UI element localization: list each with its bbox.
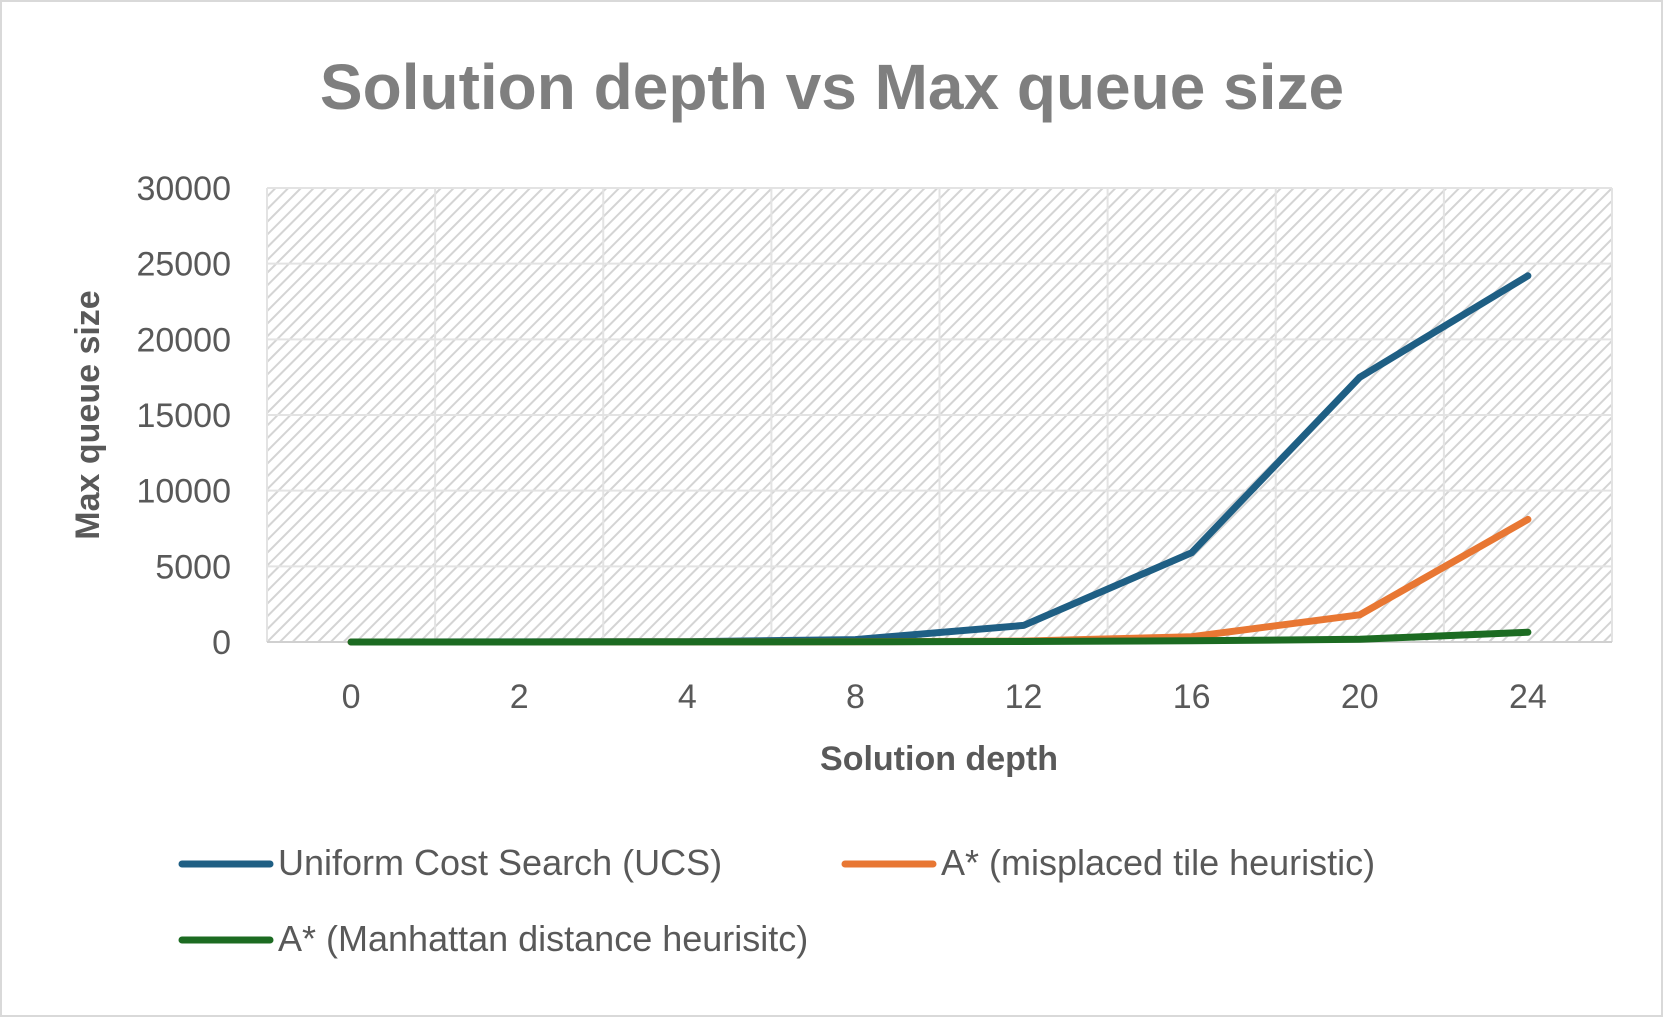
y-tick-label: 25000: [136, 246, 231, 284]
y-tick-label: 15000: [136, 397, 231, 435]
x-tick-label: 16: [1173, 678, 1211, 716]
legend: Uniform Cost Search (UCS) A* (misplaced t…: [178, 842, 1375, 959]
x-tick-label: 24: [1509, 678, 1547, 716]
legend-label: Uniform Cost Search (UCS): [278, 842, 722, 883]
x-axis-ticks: 0 2 4 8 12 16 20 24: [342, 678, 1547, 716]
y-axis-title: Max queue size: [69, 290, 107, 539]
y-tick-label: 20000: [136, 321, 231, 359]
x-tick-label: 20: [1341, 678, 1379, 716]
y-tick-label: 30000: [136, 170, 231, 208]
x-axis-title: Solution depth: [820, 740, 1058, 778]
legend-label: A* (misplaced tile heuristic): [941, 842, 1375, 883]
y-tick-label: 5000: [155, 548, 231, 586]
y-axis-ticks: 0 5000 10000 15000 20000 25000 30000: [136, 170, 231, 662]
series-line-3: [347, 628, 1532, 646]
x-tick-label: 2: [510, 678, 529, 716]
y-tick-label: 10000: [136, 473, 231, 511]
series-lines: [347, 272, 1532, 646]
chart-title: Solution depth vs Max queue size: [320, 51, 1344, 123]
x-tick-label: 0: [342, 678, 361, 716]
x-tick-label: 12: [1005, 678, 1043, 716]
x-tick-label: 4: [678, 678, 697, 716]
gridlines: [266, 187, 1613, 643]
y-tick-label: 0: [212, 624, 231, 662]
x-tick-label: 8: [846, 678, 865, 716]
legend-label: A* (Manhattan distance heurisitc): [278, 918, 808, 959]
